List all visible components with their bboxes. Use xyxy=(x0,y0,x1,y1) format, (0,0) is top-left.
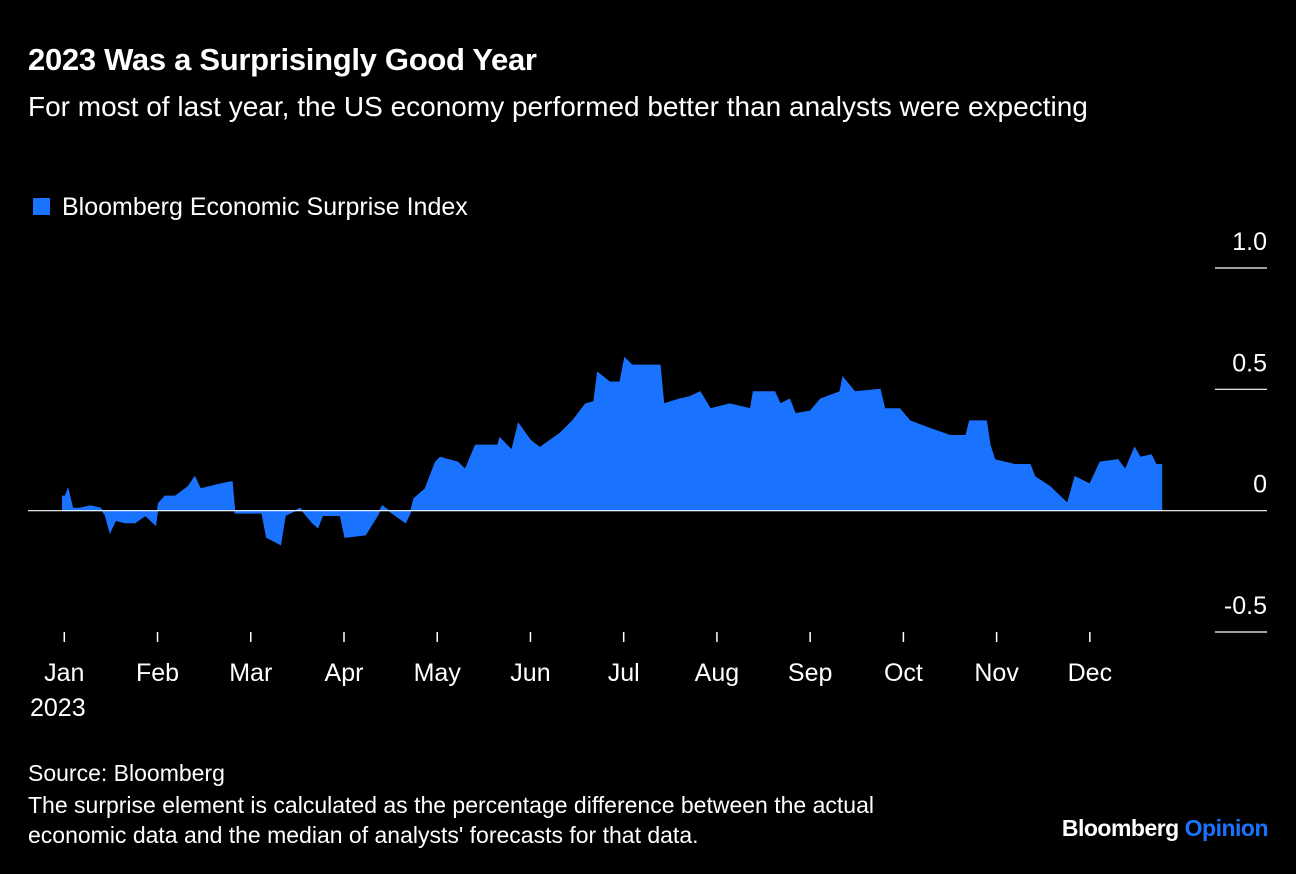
area xyxy=(61,356,1163,546)
brand-name: Bloomberg xyxy=(1061,815,1179,841)
x-tick-label: Feb xyxy=(136,659,179,687)
x-tick-label: Jul xyxy=(608,659,640,687)
x-tick-label: Mar xyxy=(229,659,272,687)
note: The surprise element is calculated as th… xyxy=(28,792,874,848)
legend-swatch xyxy=(33,198,50,215)
source: Source: Bloomberg xyxy=(28,760,225,786)
chart-title: 2023 Was a Surprisingly Good Year xyxy=(28,42,537,77)
x-tick-label: Dec xyxy=(1068,659,1112,687)
x-sublabel: 2023 xyxy=(30,694,86,722)
y-tick-label: -0.5 xyxy=(1224,592,1267,620)
y-tick-label: 0 xyxy=(1253,471,1267,499)
x-tick-label: Oct xyxy=(884,659,923,687)
x-tick-label: Jan xyxy=(44,659,84,687)
brand: Bloomberg Opinion xyxy=(1061,815,1269,842)
y-tick-label: 0.5 xyxy=(1232,349,1267,377)
x-tick-label: Jun xyxy=(510,659,550,687)
x-tick-label: Apr xyxy=(325,659,364,687)
x-tick-label: May xyxy=(414,659,462,687)
chart-subtitle: For most of last year, the US economy pe… xyxy=(28,91,1088,122)
x-tick-label: Sep xyxy=(788,659,832,687)
x-tick-label: Aug xyxy=(695,659,739,687)
legend-label: Bloomberg Economic Surprise Index xyxy=(62,193,468,221)
y-tick-label: 1.0 xyxy=(1232,228,1267,256)
x-tick-label: Nov xyxy=(974,659,1019,687)
brand-product: Opinion xyxy=(1184,815,1269,841)
